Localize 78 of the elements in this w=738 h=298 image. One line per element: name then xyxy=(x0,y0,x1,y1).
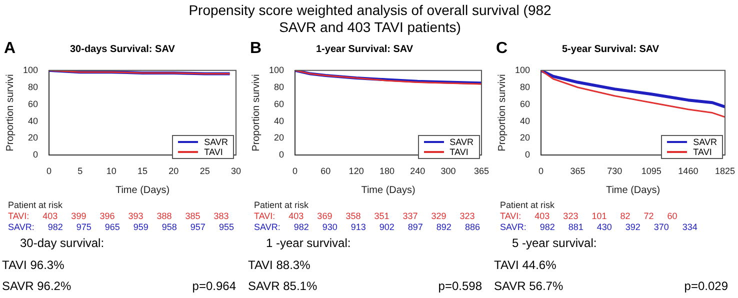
y-tick-label: 100 xyxy=(514,64,530,75)
legend-label: SAVR xyxy=(693,137,717,148)
text: TAVI: 403 369 358 351 337 329 323 xyxy=(254,211,476,222)
x-tick-label: 25 xyxy=(200,166,210,176)
text: TAVI: 403 399 396 393 388 385 383 xyxy=(8,211,230,222)
x-tick-label: 0 xyxy=(46,166,52,176)
x-tick-label: 15 xyxy=(138,166,148,176)
x-axis-title: Time (Days) xyxy=(115,184,170,196)
x-axis-title: Time (Days) xyxy=(361,184,416,196)
y-axis-title: Proportion survivi xyxy=(496,74,508,152)
text: Patient at risk xyxy=(254,200,310,211)
y-tick-label: 100 xyxy=(22,64,38,75)
text: SAVR 85.1% xyxy=(248,279,318,293)
text: Patient at risk xyxy=(8,200,64,211)
y-tick-label: 40 xyxy=(28,116,38,126)
y-axis-title: Proportion survivi xyxy=(250,74,262,152)
y-tick-label: 20 xyxy=(520,132,530,143)
text: Patient at risk xyxy=(500,200,556,211)
x-tick-label: 10 xyxy=(106,166,116,176)
x-tick-label: 365 xyxy=(474,166,490,176)
chart-title: 30-days Survival: SAV xyxy=(70,44,175,55)
text: A xyxy=(4,40,16,58)
x-tick-label: 180 xyxy=(379,166,394,176)
x-tick-label: 120 xyxy=(348,166,364,176)
text: SAVR 56.7% xyxy=(494,279,564,293)
text: TAVI 44.6% xyxy=(494,258,556,272)
chart-title: 5-year Survival: SAV xyxy=(562,44,660,55)
legend-label: SAVR xyxy=(204,137,228,148)
text: p=0.029 xyxy=(684,279,728,293)
text: p=0.964 xyxy=(192,279,236,293)
y-tick-label: 100 xyxy=(268,64,284,75)
y-tick-label: 0 xyxy=(279,150,284,160)
x-axis-title: Time (Days) xyxy=(606,184,660,196)
y-tick-label: 60 xyxy=(520,98,530,109)
y-tick-label: 60 xyxy=(28,98,38,109)
text: 5 -year survival: xyxy=(512,236,597,250)
legend-label: TAVI xyxy=(450,147,468,158)
x-tick-label: 1460 xyxy=(678,166,698,176)
text: TAVI: 403 323 101 82 72 60 xyxy=(500,211,678,222)
text: Propensity score weighted analysis of overall survival (982 SAVR and 403 TAVI patients) xyxy=(188,2,552,36)
x-tick-label: 730 xyxy=(607,166,622,176)
y-tick-label: 80 xyxy=(28,82,38,92)
text: SAVR: 982 881 430 392 370 334 xyxy=(500,222,698,233)
x-tick-label: 240 xyxy=(410,166,426,176)
text: TAVI 88.3% xyxy=(248,258,310,272)
text: C xyxy=(496,40,508,58)
y-tick-label: 80 xyxy=(520,82,530,92)
y-tick-label: 0 xyxy=(525,150,530,160)
text: SAVR 96.2% xyxy=(2,279,72,293)
x-tick-label: 1095 xyxy=(641,166,662,176)
x-tick-label: 0 xyxy=(292,166,298,176)
x-tick-label: 20 xyxy=(168,166,179,176)
text: B xyxy=(250,40,262,58)
x-tick-label: 5 xyxy=(78,166,83,176)
text: SAVR: 982 930 913 902 897 892 886 xyxy=(254,222,480,233)
y-axis-title: Proportion survivi xyxy=(4,74,16,152)
y-tick-label: 0 xyxy=(33,150,38,160)
x-tick-label: 0 xyxy=(538,166,544,176)
y-tick-label: 40 xyxy=(274,116,284,126)
text: SAVR: 982 975 965 959 958 957 955 xyxy=(8,222,234,233)
x-tick-label: 365 xyxy=(570,166,586,176)
text: TAVI 96.3% xyxy=(2,258,64,272)
legend-label: SAVR xyxy=(450,137,474,148)
chart-title: 1-year Survival: SAV xyxy=(316,44,414,55)
x-tick-label: 300 xyxy=(440,166,456,176)
y-tick-label: 60 xyxy=(274,98,284,109)
y-tick-label: 80 xyxy=(274,82,284,92)
legend-label: TAVI xyxy=(693,147,712,158)
y-tick-label: 20 xyxy=(274,132,284,143)
text: 30-day survival: xyxy=(20,236,104,250)
y-tick-label: 40 xyxy=(520,116,530,126)
x-tick-label: 60 xyxy=(320,166,331,176)
x-tick-label: 1825 xyxy=(714,166,736,176)
legend-label: TAVI xyxy=(204,147,223,158)
text: p=0.598 xyxy=(438,279,482,293)
y-tick-label: 20 xyxy=(28,132,38,143)
x-tick-label: 30 xyxy=(230,166,242,176)
text: 1 -year survival: xyxy=(266,236,351,250)
